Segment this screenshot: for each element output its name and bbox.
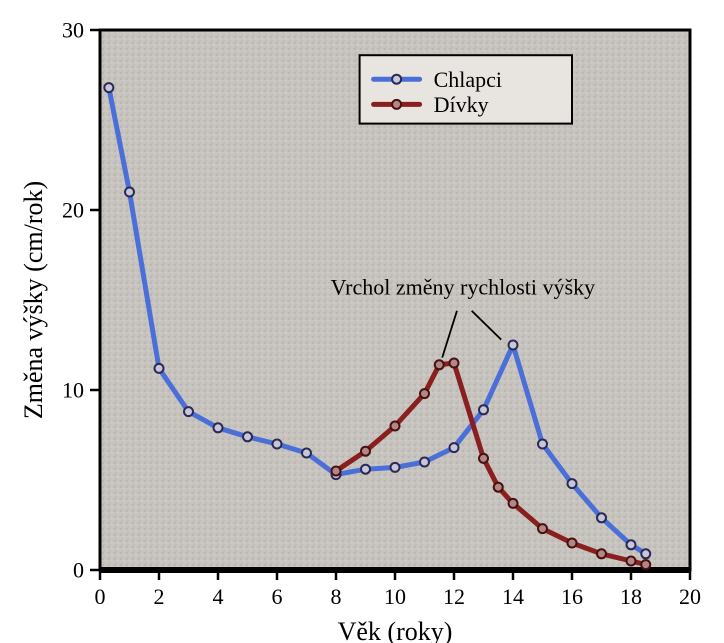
series-marker-chlapci xyxy=(627,540,636,549)
svg-text:18: 18 xyxy=(620,584,642,609)
series-marker-dívky xyxy=(494,483,503,492)
legend-label-dívky: Dívky xyxy=(434,92,489,117)
svg-text:10: 10 xyxy=(384,584,406,609)
series-marker-dívky xyxy=(627,557,636,566)
svg-text:4: 4 xyxy=(213,584,224,609)
series-marker-dívky xyxy=(450,359,459,368)
chart-svg: 0 2 4 6 8 10 12 14 16 18 20 0 10 20 30 Věk (roky) Změna … xyxy=(0,0,724,643)
series-marker-chlapci xyxy=(538,440,547,449)
series-marker-dívky xyxy=(597,549,606,558)
svg-text:14: 14 xyxy=(502,584,524,609)
svg-text:8: 8 xyxy=(331,584,342,609)
svg-text:0: 0 xyxy=(73,558,84,583)
series-marker-chlapci xyxy=(243,432,252,441)
series-marker-dívky xyxy=(435,360,444,369)
series-marker-dívky xyxy=(361,447,370,456)
series-marker-chlapci xyxy=(479,405,488,414)
series-marker-dívky xyxy=(509,499,518,508)
y-axis-label: Změna výšky (cm/rok) xyxy=(19,181,48,419)
svg-text:2: 2 xyxy=(154,584,165,609)
series-marker-chlapci xyxy=(391,463,400,472)
series-marker-dívky xyxy=(568,539,577,548)
series-marker-dívky xyxy=(391,422,400,431)
svg-text:0: 0 xyxy=(95,584,106,609)
annotation-peak-label: Vrchol změny rychlosti výšky xyxy=(331,275,595,300)
series-marker-dívky xyxy=(479,454,488,463)
series-marker-dívky xyxy=(420,389,429,398)
svg-text:20: 20 xyxy=(679,584,701,609)
svg-text:10: 10 xyxy=(62,378,84,403)
series-marker-dívky xyxy=(641,560,650,569)
series-marker-chlapci xyxy=(450,443,459,452)
series-marker-chlapci xyxy=(214,423,223,432)
growth-velocity-chart: 0 2 4 6 8 10 12 14 16 18 20 0 10 20 30 Věk (roky) Změna … xyxy=(0,0,724,643)
series-marker-chlapci xyxy=(568,479,577,488)
series-marker-chlapci xyxy=(509,341,518,350)
series-marker-chlapci xyxy=(361,465,370,474)
series-marker-chlapci xyxy=(155,364,164,373)
series-marker-chlapci xyxy=(420,458,429,467)
series-marker-dívky xyxy=(332,467,341,476)
svg-text:30: 30 xyxy=(62,18,84,43)
series-marker-chlapci xyxy=(273,440,282,449)
legend-label-chlapci: Chlapci xyxy=(434,67,502,92)
series-marker-dívky xyxy=(538,524,547,533)
series-marker-chlapci xyxy=(104,83,113,92)
svg-text:6: 6 xyxy=(272,584,283,609)
series-marker-chlapci xyxy=(302,449,311,458)
svg-text:16: 16 xyxy=(561,584,583,609)
svg-text:12: 12 xyxy=(443,584,465,609)
series-marker-chlapci xyxy=(184,407,193,416)
x-axis-label: Věk (roky) xyxy=(338,617,453,643)
series-marker-chlapci xyxy=(641,549,650,558)
series-marker-chlapci xyxy=(597,513,606,522)
svg-text:20: 20 xyxy=(62,198,84,223)
series-marker-chlapci xyxy=(125,188,134,197)
